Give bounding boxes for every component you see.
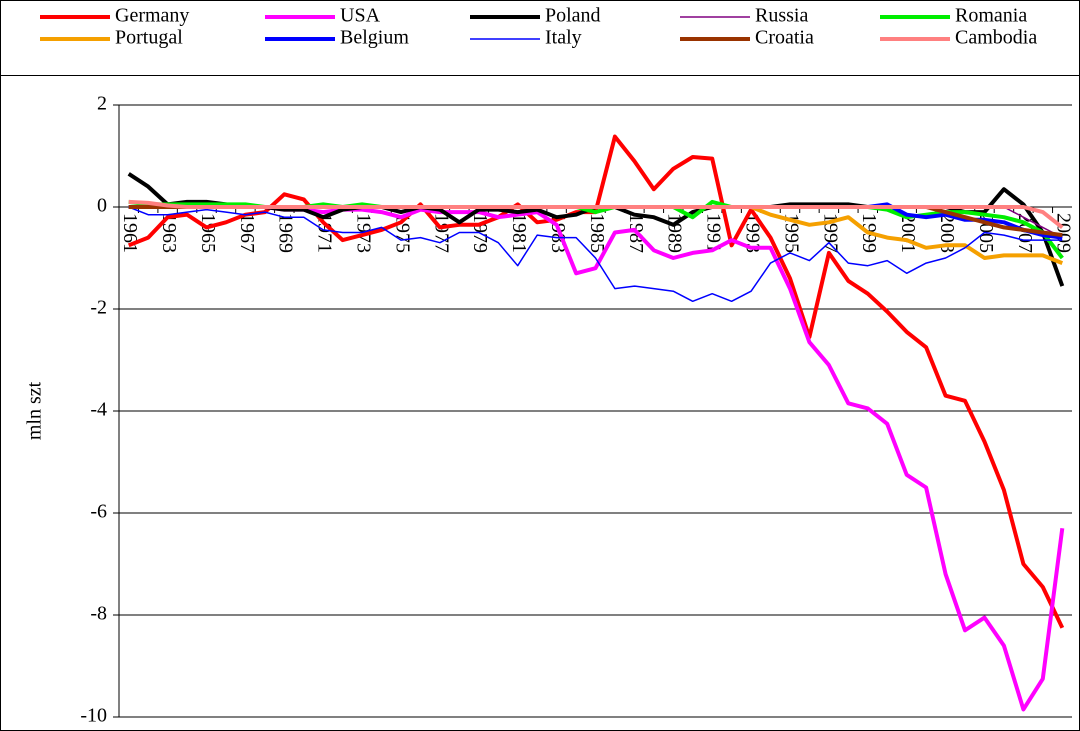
legend-label: Portugal: [115, 27, 183, 49]
series-line: [128, 206, 1063, 303]
x-tick-label: 1991: [703, 213, 725, 253]
x-tick-label: 1969: [275, 213, 297, 253]
legend-label: Poland: [545, 5, 601, 27]
legend-label: Croatia: [755, 27, 814, 49]
legend-label: Italy: [545, 27, 582, 49]
legend-label: Germany: [115, 5, 189, 27]
y-tick-label: -10: [80, 705, 107, 727]
y-tick-label: -6: [90, 501, 107, 523]
y-tick-label: -2: [90, 297, 107, 319]
legend-label: Cambodia: [955, 27, 1037, 49]
x-tick-label: 2003: [936, 213, 958, 253]
series-line: [128, 199, 1064, 229]
x-tick-label: 1967: [236, 213, 258, 253]
y-tick-label: -8: [90, 603, 107, 625]
x-tick-label: 1981: [508, 213, 530, 253]
y-tick-label: 2: [97, 93, 107, 115]
legend-label: Romania: [955, 5, 1027, 27]
x-tick-label: 1965: [197, 213, 219, 253]
x-tick-label: 1961: [119, 213, 141, 253]
y-tick-label: 0: [97, 195, 107, 217]
legend-label: Russia: [755, 5, 808, 27]
x-tick-label: 1971: [314, 213, 336, 253]
x-tick-label: 1985: [586, 213, 608, 253]
legend-label: USA: [340, 5, 381, 27]
y-tick-label: -4: [90, 399, 107, 421]
y-axis-label: mln szt: [24, 381, 46, 440]
legend-label: Belgium: [340, 27, 409, 49]
